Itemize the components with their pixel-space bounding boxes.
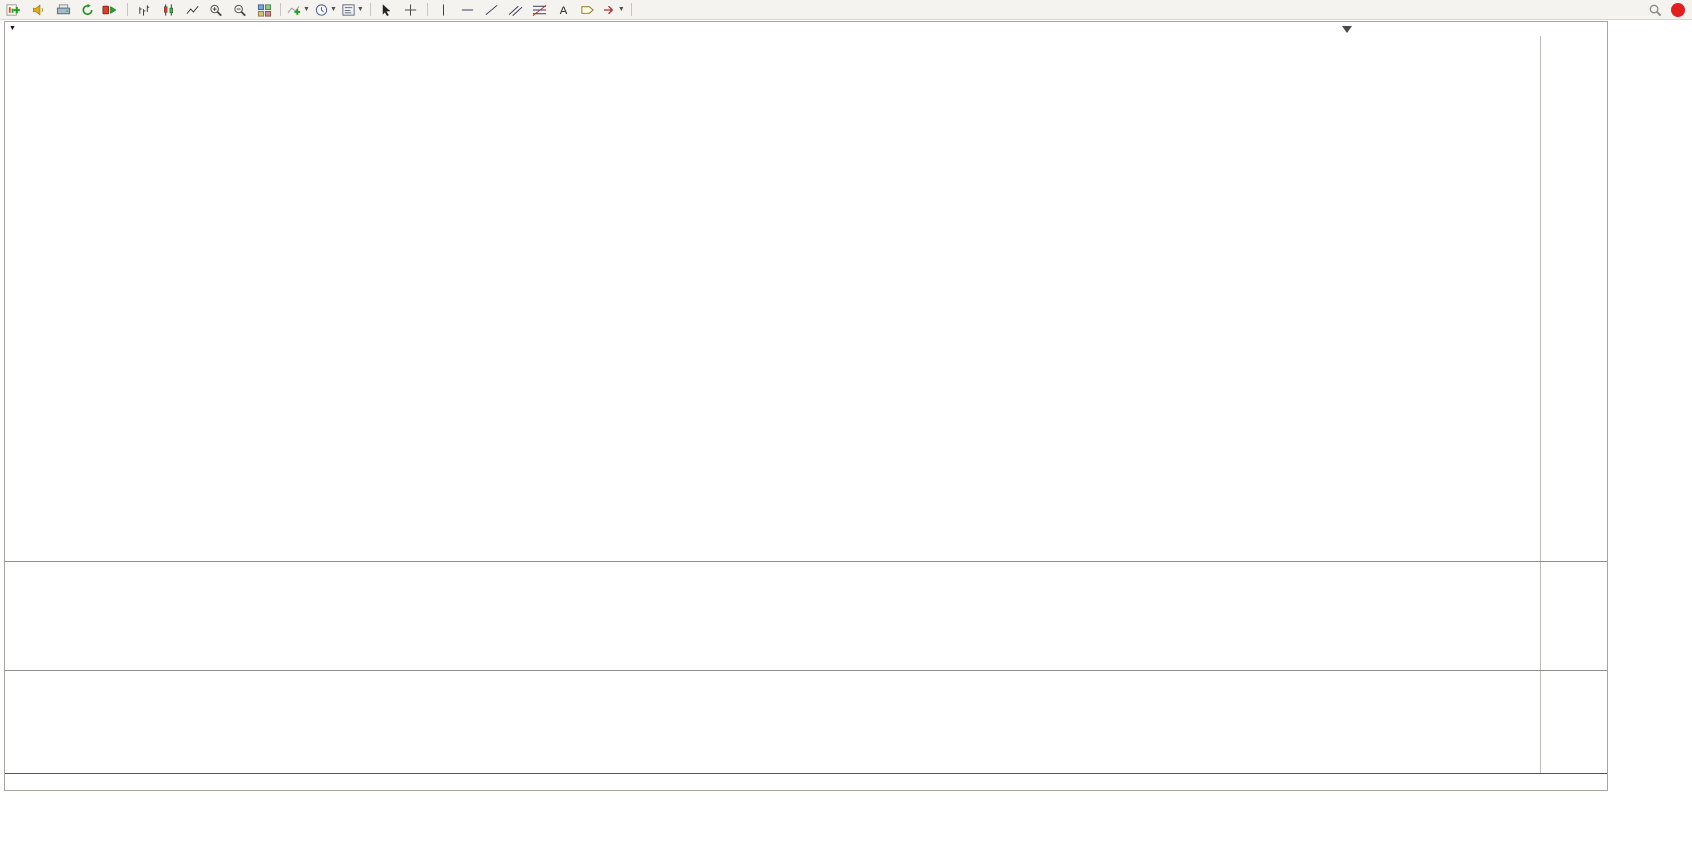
sound-horn-icon <box>32 4 43 15</box>
new-order-icon <box>6 3 20 16</box>
snapshot-icon <box>56 3 70 14</box>
periods-button[interactable]: ▼ <box>312 1 339 19</box>
toolbar-separator <box>369 3 371 16</box>
text-tool-button[interactable]: A <box>552 1 576 19</box>
chart-shift-marker-icon[interactable] <box>1342 26 1352 33</box>
rsi-axis[interactable] <box>1540 671 1605 773</box>
vertical-line-tool-button[interactable] <box>432 1 456 19</box>
cursor-button[interactable] <box>375 1 399 19</box>
auto-trading-icon <box>102 5 117 14</box>
zoom-in-button[interactable] <box>204 1 228 19</box>
horizontal-line-tool-button[interactable] <box>456 1 480 19</box>
time-axis-labels <box>5 774 1540 790</box>
bar-chart-icon <box>138 4 149 16</box>
zoom-in-icon <box>209 4 222 16</box>
templates-button[interactable]: ▼ <box>339 1 366 19</box>
price-axis[interactable] <box>1540 36 1605 561</box>
channel-tool-button[interactable] <box>504 1 528 19</box>
toolbar: ▼ ▼ ▼ A ▼ <box>0 0 1692 20</box>
dropdown-arrow-icon: ▼ <box>356 6 364 13</box>
toolbar-separator <box>127 3 128 16</box>
indicators-icon <box>287 5 301 15</box>
auto-trading-button[interactable] <box>99 1 123 19</box>
chart-window: ▼ <box>4 21 1608 791</box>
candle-chart-mode-button[interactable] <box>156 1 180 19</box>
new-order-button[interactable] <box>3 1 27 19</box>
notification-badge[interactable] <box>1671 2 1685 17</box>
ohlc-info: ▼ <box>9 23 19 34</box>
vertical-line-icon <box>443 3 445 16</box>
rsi-plot[interactable] <box>5 671 1540 773</box>
zoom-out-button[interactable] <box>228 1 252 19</box>
crosshair-icon <box>405 3 417 16</box>
tile-windows-button[interactable] <box>252 1 276 19</box>
svg-text:A: A <box>560 5 568 17</box>
tile-windows-icon <box>257 3 271 17</box>
dropdown-arrow-icon: ▼ <box>303 6 310 13</box>
search-button[interactable] <box>1643 1 1667 19</box>
label-tool-button[interactable] <box>576 1 600 19</box>
indicators-button[interactable]: ▼ <box>285 1 312 19</box>
toolbar-separator <box>426 3 428 16</box>
arrow-tool-icon <box>603 5 614 14</box>
clock-icon <box>315 3 328 16</box>
line-chart-mode-button[interactable] <box>180 1 204 19</box>
fibonacci-icon <box>532 4 547 16</box>
time-axis[interactable] <box>5 773 1607 790</box>
price-chart-plot[interactable] <box>5 36 1540 561</box>
macd-plot[interactable] <box>5 562 1540 670</box>
price-panel <box>5 36 1607 561</box>
macd-axis[interactable] <box>1540 562 1605 670</box>
horizontal-line-icon <box>462 9 474 10</box>
chart-snapshot-button[interactable] <box>51 1 75 19</box>
search-icon <box>1649 4 1661 16</box>
sound-alert-button[interactable] <box>27 1 51 19</box>
toolbar-separator <box>280 3 281 16</box>
text-icon: A <box>560 5 568 17</box>
arrows-tool-button[interactable]: ▼ <box>600 1 627 19</box>
one-click-trading-toggle-icon[interactable]: ▼ <box>9 25 16 32</box>
fibonacci-tool-button[interactable] <box>528 1 552 19</box>
channel-icon <box>508 5 523 16</box>
cursor-icon <box>383 3 391 16</box>
rsi-panel <box>5 670 1607 773</box>
label-icon <box>581 5 595 14</box>
trendline-icon <box>485 4 498 15</box>
line-chart-icon <box>186 5 198 14</box>
macd-panel <box>5 561 1607 670</box>
refresh-button[interactable] <box>75 1 99 19</box>
chart-info-bar: ▼ <box>5 22 1607 36</box>
zoom-out-icon <box>233 4 246 16</box>
toolbar-separator <box>630 3 632 16</box>
crosshair-button[interactable] <box>399 1 423 19</box>
candlestick-chart-icon <box>163 3 173 16</box>
template-icon <box>342 3 355 16</box>
trendline-tool-button[interactable] <box>480 1 504 19</box>
dropdown-arrow-icon: ▼ <box>329 6 337 13</box>
refresh-icon <box>81 3 93 15</box>
dropdown-arrow-icon: ▼ <box>617 6 625 13</box>
bar-chart-mode-button[interactable] <box>132 1 156 19</box>
